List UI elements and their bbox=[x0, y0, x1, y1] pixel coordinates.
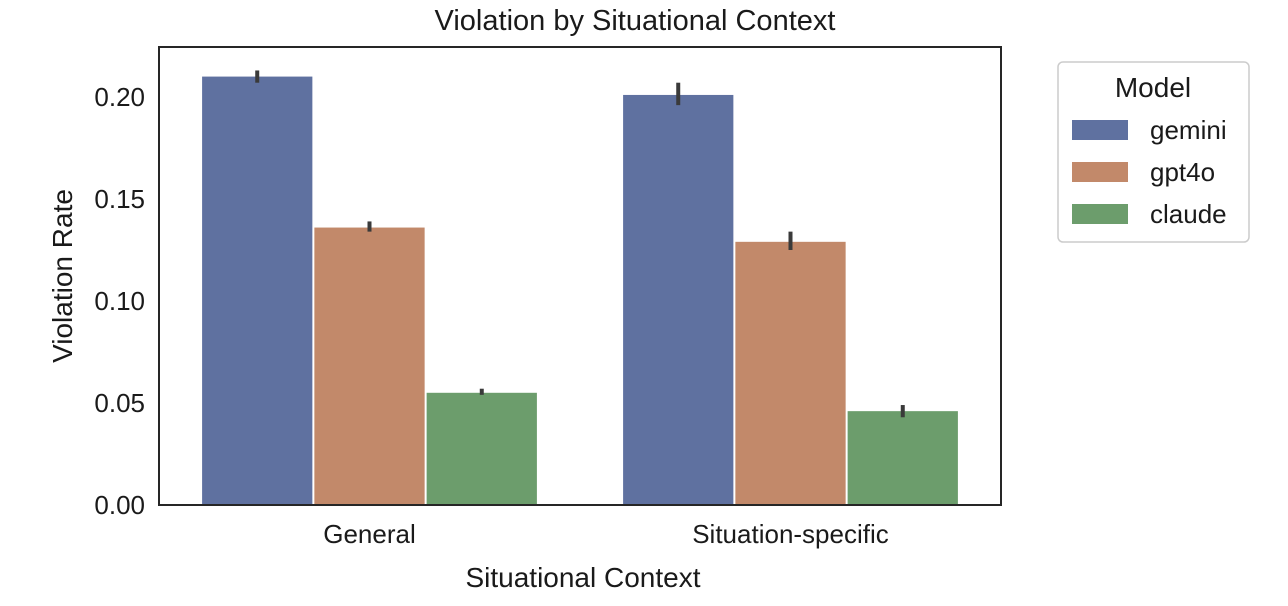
y-tick-label: 0.20 bbox=[94, 82, 145, 112]
x-axis-label: Situational Context bbox=[465, 562, 700, 593]
legend-title: Model bbox=[1115, 72, 1191, 103]
legend-swatch-claude bbox=[1072, 204, 1128, 224]
legend-items: gemini gpt4o claude bbox=[1072, 115, 1227, 229]
bar-claude-situation-specific bbox=[847, 411, 958, 505]
legend: Model gemini gpt4o claude bbox=[1057, 61, 1250, 243]
y-axis-label: Violation Rate bbox=[47, 189, 78, 363]
legend-label-claude: claude bbox=[1150, 199, 1227, 229]
bar-gpt4o-general bbox=[314, 227, 425, 505]
legend-swatch-gpt4o bbox=[1072, 162, 1128, 182]
errorbars-layer bbox=[255, 70, 905, 418]
bar-gpt4o-situation-specific bbox=[735, 241, 846, 506]
legend-label-gemini: gemini bbox=[1150, 115, 1227, 145]
x-axis: General Situation-specific bbox=[323, 519, 889, 549]
x-tick-label: Situation-specific bbox=[692, 519, 889, 549]
bar-gemini-situation-specific bbox=[623, 94, 734, 506]
legend-swatch-gemini bbox=[1072, 120, 1128, 140]
y-tick-label: 0.10 bbox=[94, 286, 145, 316]
legend-label-gpt4o: gpt4o bbox=[1150, 157, 1215, 187]
y-tick-label: 0.05 bbox=[94, 388, 145, 418]
x-tick-label: General bbox=[323, 519, 416, 549]
bar-claude-general bbox=[426, 392, 537, 505]
plot-frame bbox=[158, 46, 1002, 506]
y-tick-label: 0.15 bbox=[94, 184, 145, 214]
bars-layer bbox=[202, 76, 958, 506]
y-axis: 0.00 0.05 0.10 0.15 0.20 bbox=[94, 82, 145, 520]
bar-gemini-general bbox=[202, 76, 313, 505]
y-tick-label: 0.00 bbox=[94, 490, 145, 520]
chart-title: Violation by Situational Context bbox=[435, 5, 836, 37]
legend-frame bbox=[1057, 61, 1250, 243]
